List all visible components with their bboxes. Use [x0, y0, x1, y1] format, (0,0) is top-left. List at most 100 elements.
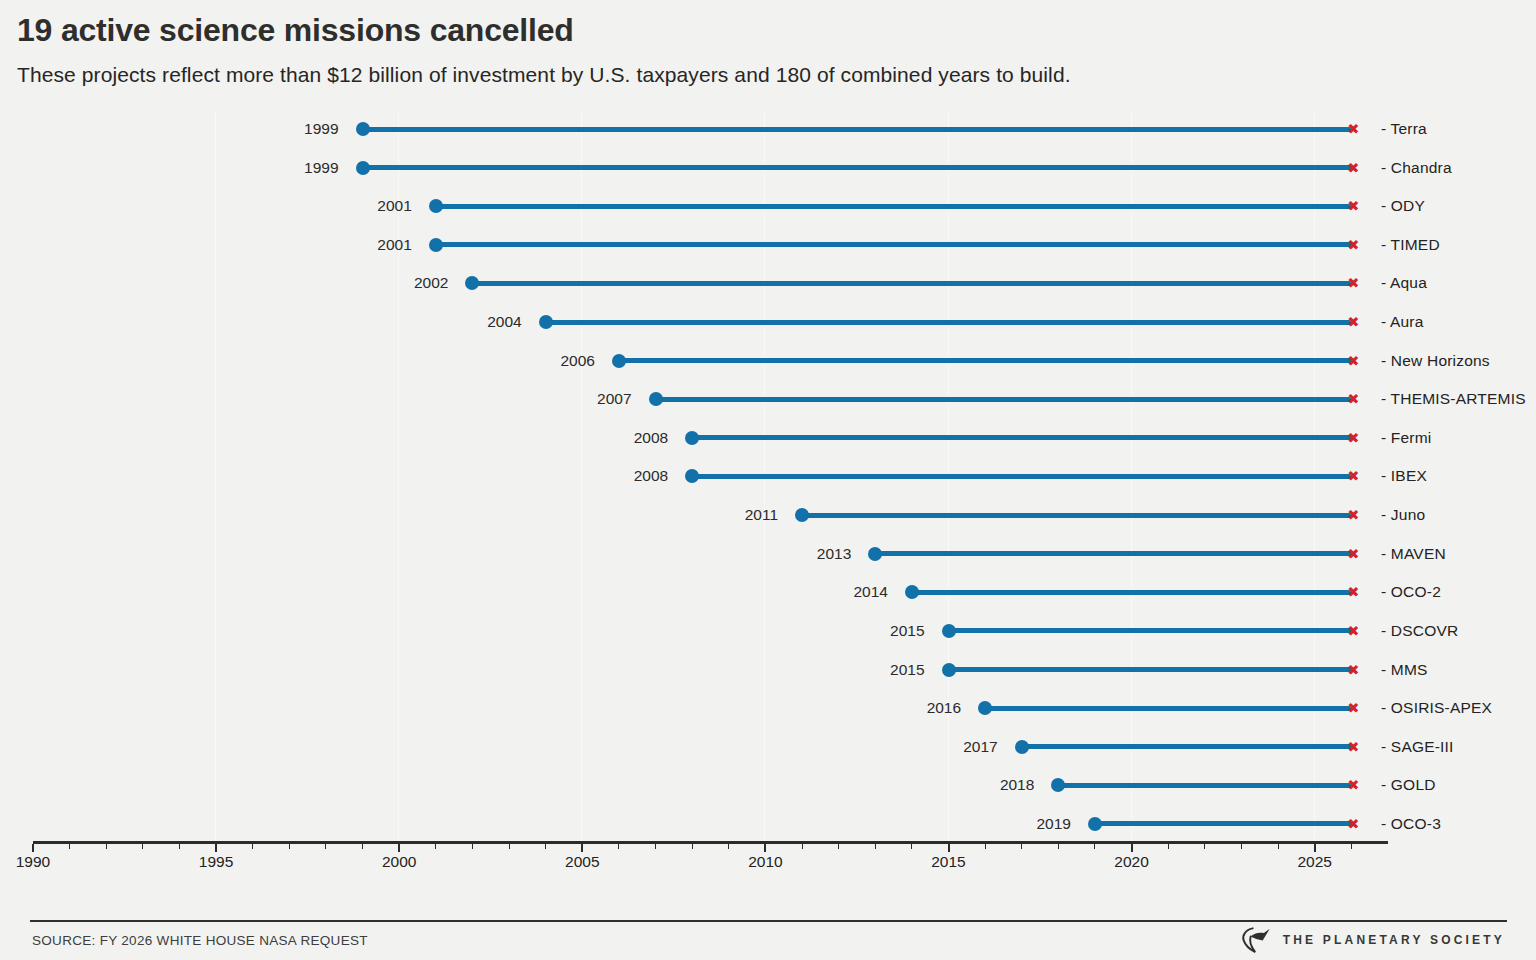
mission-duration-line	[363, 127, 1352, 132]
cancelled-x-icon: ✖	[1342, 698, 1364, 718]
x-axis-minor-tick-2026	[1351, 844, 1352, 849]
launch-year-label: 2019	[961, 814, 1071, 834]
mission-name-label: - Aqua	[1381, 273, 1427, 293]
x-axis-tick-label-2015: 2015	[917, 853, 981, 871]
x-axis-minor-tick-2023	[1241, 844, 1242, 849]
gridline-2000	[398, 112, 399, 841]
cancelled-x-icon: ✖	[1342, 428, 1364, 448]
x-axis-minor-tick-2006	[618, 844, 619, 849]
x-axis-minor-tick-1993	[142, 844, 143, 849]
x-axis-tick-label-2010: 2010	[733, 853, 797, 871]
mission-duration-line	[949, 667, 1352, 672]
x-axis-minor-tick-2018	[1058, 844, 1059, 849]
mission-duration-line	[546, 320, 1352, 325]
mission-duration-line	[436, 204, 1352, 209]
mission-name-label: - New Horizons	[1381, 351, 1490, 371]
brand-logo: THE PLANETARY SOCIETY	[1241, 926, 1505, 954]
x-axis-minor-tick-2001	[435, 844, 436, 849]
x-axis-major-tick-2025	[1314, 844, 1316, 852]
mission-name-label: - ODY	[1381, 196, 1425, 216]
launch-year-label: 2018	[924, 775, 1034, 795]
x-axis-tick-label-2020: 2020	[1100, 853, 1164, 871]
launch-dot	[685, 469, 699, 483]
x-axis-tick-label-2025: 2025	[1283, 853, 1347, 871]
cancelled-x-icon: ✖	[1342, 621, 1364, 641]
x-axis-minor-tick-2007	[655, 844, 656, 849]
mission-duration-line	[912, 590, 1351, 595]
launch-year-label: 2006	[485, 351, 595, 371]
x-axis-minor-tick-2019	[1094, 844, 1095, 849]
mission-duration-line	[656, 397, 1352, 402]
x-axis-minor-tick-1992	[106, 844, 107, 849]
x-axis-major-tick-1995	[215, 844, 217, 852]
launch-year-label: 2016	[851, 698, 961, 718]
mission-duration-line	[619, 358, 1351, 363]
x-axis-minor-tick-2021	[1168, 844, 1169, 849]
mission-name-label: - TIMED	[1381, 235, 1440, 255]
launch-dot	[1088, 817, 1102, 831]
cancelled-x-icon: ✖	[1342, 235, 1364, 255]
mission-duration-line	[1095, 821, 1351, 826]
mission-duration-line	[1058, 783, 1351, 788]
x-axis-minor-tick-1994	[179, 844, 180, 849]
x-axis-major-tick-2010	[764, 844, 766, 852]
cancelled-x-icon: ✖	[1342, 582, 1364, 602]
mission-duration-line	[363, 165, 1352, 170]
launch-year-label: 2015	[815, 621, 925, 641]
gridline-1995	[215, 112, 216, 841]
launch-dot	[429, 199, 443, 213]
launch-year-label: 2015	[815, 660, 925, 680]
mission-duration-line	[1022, 744, 1352, 749]
mission-name-label: - OSIRIS-APEX	[1381, 698, 1492, 718]
launch-year-label: 2002	[338, 273, 448, 293]
x-axis-major-tick-2020	[1131, 844, 1133, 852]
launch-year-label: 2004	[412, 312, 522, 332]
x-axis-minor-tick-2016	[985, 844, 986, 849]
launch-dot	[356, 161, 370, 175]
x-axis-tick-label-1995: 1995	[184, 853, 248, 871]
launch-year-label: 2001	[302, 235, 412, 255]
launch-dot	[685, 431, 699, 445]
x-axis-tick-label-1990: 1990	[1, 853, 65, 871]
mission-duration-line	[472, 281, 1351, 286]
mission-duration-line	[692, 474, 1351, 479]
mission-duration-line	[802, 513, 1351, 518]
cancelled-x-icon: ✖	[1342, 158, 1364, 178]
cancelled-x-icon: ✖	[1342, 814, 1364, 834]
launch-dot	[612, 354, 626, 368]
launch-dot	[795, 508, 809, 522]
launch-dot	[1015, 740, 1029, 754]
mission-name-label: - THEMIS-ARTEMIS	[1381, 389, 1526, 409]
cancelled-x-icon: ✖	[1342, 466, 1364, 486]
cancelled-x-icon: ✖	[1342, 775, 1364, 795]
launch-dot	[539, 315, 553, 329]
mission-duration-line	[985, 706, 1351, 711]
launch-year-label: 2014	[778, 582, 888, 602]
launch-year-label: 1999	[229, 119, 339, 139]
x-axis-minor-tick-1991	[69, 844, 70, 849]
x-axis-minor-tick-1998	[325, 844, 326, 849]
x-axis-tick-label-2005: 2005	[550, 853, 614, 871]
x-axis-minor-tick-2009	[728, 844, 729, 849]
mission-duration-line	[875, 551, 1351, 556]
x-axis-minor-tick-2011	[802, 844, 803, 849]
x-axis-minor-tick-1999	[362, 844, 363, 849]
launch-year-label: 2008	[558, 466, 668, 486]
source-note: SOURCE: FY 2026 WHITE HOUSE NASA REQUEST	[32, 933, 368, 948]
mission-name-label: - MMS	[1381, 660, 1428, 680]
mission-name-label: - MAVEN	[1381, 544, 1446, 564]
mission-name-label: - Juno	[1381, 505, 1425, 525]
x-axis-major-tick-2015	[948, 844, 950, 852]
launch-year-label: 2001	[302, 196, 412, 216]
x-axis-minor-tick-2012	[838, 844, 839, 849]
x-axis-minor-tick-2017	[1021, 844, 1022, 849]
mission-duration-line	[949, 628, 1352, 633]
cancelled-x-icon: ✖	[1342, 196, 1364, 216]
x-axis-major-tick-2005	[581, 844, 583, 852]
x-axis	[33, 841, 1388, 844]
mission-name-label: - DSCOVR	[1381, 621, 1458, 641]
x-axis-minor-tick-2008	[692, 844, 693, 849]
x-axis-minor-tick-2004	[545, 844, 546, 849]
launch-dot	[905, 585, 919, 599]
x-axis-major-tick-2000	[398, 844, 400, 852]
